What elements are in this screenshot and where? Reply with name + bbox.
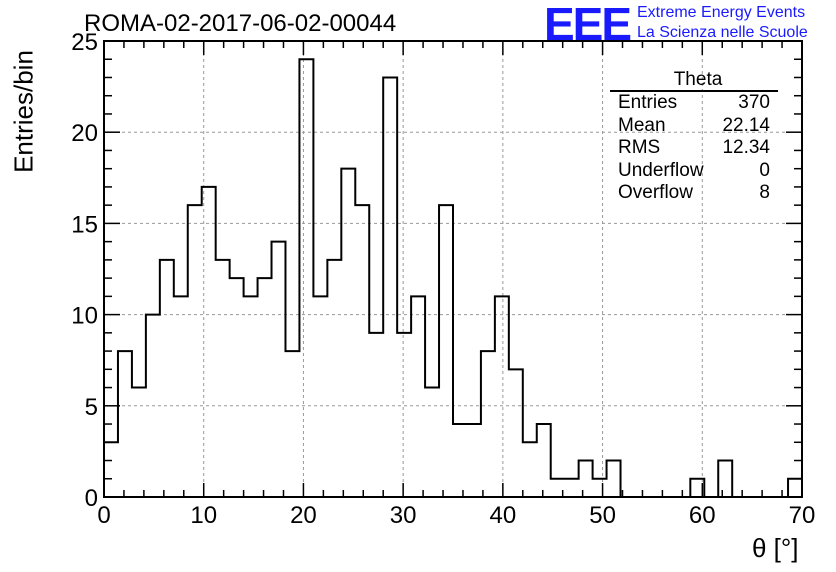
stats-value: 370 xyxy=(738,92,770,113)
stats-label: Mean xyxy=(618,114,666,136)
stats-label: RMS xyxy=(618,137,661,159)
histogram-bin xyxy=(258,278,272,497)
stats-row-mean: Mean 22.14 xyxy=(610,115,778,138)
histogram-bin xyxy=(299,59,313,497)
histogram-bin xyxy=(174,296,188,497)
histogram-bin xyxy=(411,296,425,497)
y-tick-label: 15 xyxy=(71,211,98,238)
histogram-bin xyxy=(188,205,202,497)
y-tick-label: 10 xyxy=(71,303,98,330)
histogram-bin xyxy=(313,296,327,497)
x-tick-label: 20 xyxy=(290,502,317,529)
stats-title: Theta xyxy=(610,70,778,92)
plot-frame xyxy=(103,40,803,498)
x-tick-label: 70 xyxy=(789,502,816,529)
histogram-bin xyxy=(285,351,299,497)
histogram-bin xyxy=(216,260,230,497)
histogram-bin xyxy=(132,388,146,497)
histogram-bin xyxy=(439,205,453,497)
histogram-bin xyxy=(272,242,286,497)
stats-label: Underflow xyxy=(618,159,704,181)
histogram-bin xyxy=(788,479,802,497)
x-tick-label: 40 xyxy=(490,502,517,529)
logo-line-2: La Scienza nelle Scuole xyxy=(637,24,808,41)
stats-label: Overflow xyxy=(618,182,693,204)
histogram-bin xyxy=(718,461,732,497)
x-tick-label: 60 xyxy=(689,502,716,529)
eee-logo: EEE xyxy=(544,0,632,50)
chart-title: ROMA-02-2017-06-02-00044 xyxy=(84,10,397,37)
histogram-bin xyxy=(579,461,593,497)
y-tick-label: 0 xyxy=(85,485,98,512)
histogram-bin xyxy=(230,278,244,497)
histogram-bin xyxy=(355,205,369,497)
histogram-bin xyxy=(327,260,341,497)
histogram-bin xyxy=(453,424,467,497)
stats-row-rms: RMS 12.34 xyxy=(610,137,778,160)
y-tick-label: 25 xyxy=(71,29,98,56)
axis-ticks xyxy=(103,40,803,498)
y-tick-label: 5 xyxy=(85,394,98,421)
x-tick-label: 30 xyxy=(390,502,417,529)
histogram-bin xyxy=(160,260,174,497)
histogram-bin xyxy=(425,388,439,497)
histogram-bin xyxy=(509,369,523,497)
histogram-bin xyxy=(481,351,495,497)
histogram-bin xyxy=(537,424,551,497)
histogram-bin xyxy=(495,296,509,497)
histogram-bin xyxy=(118,351,132,497)
histogram-bin xyxy=(104,442,118,497)
histogram-bin xyxy=(593,479,607,497)
x-tick-label: 10 xyxy=(190,502,217,529)
histogram-bin xyxy=(565,479,579,497)
stats-row-underflow: Underflow 0 xyxy=(610,160,778,183)
x-tick-label: 50 xyxy=(589,502,616,529)
stats-value: 12.34 xyxy=(722,137,770,159)
histogram-bin xyxy=(341,169,355,497)
histogram-bin xyxy=(467,424,481,497)
stats-value: 0 xyxy=(759,159,770,181)
x-tick-label: 0 xyxy=(97,502,110,529)
histogram-bin xyxy=(383,77,397,497)
plot-border xyxy=(103,40,803,498)
tick-labels: 0 10 20 30 40 50 60 70 0 5 10 15 20 25 xyxy=(71,29,815,529)
histogram-bin xyxy=(397,333,411,497)
logo-line-1: Extreme Energy Events xyxy=(637,4,806,21)
stats-box: Theta Entries 370 Mean 22.14 RMS 12.34 U… xyxy=(610,70,778,205)
histogram-bin xyxy=(244,296,258,497)
stats-row-overflow: Overflow 8 xyxy=(610,182,778,205)
stats-value: 8 xyxy=(759,182,770,204)
y-axis-title: Entries/bin xyxy=(8,50,39,173)
histogram-bin xyxy=(369,333,383,497)
histogram-bin xyxy=(607,461,621,497)
x-axis-title: θ [°] xyxy=(752,533,799,563)
stats-value: 22.14 xyxy=(722,114,770,136)
stats-label: Entries xyxy=(618,92,678,113)
stats-row-entries: Entries 370 xyxy=(610,92,778,115)
histogram-bin xyxy=(523,442,537,497)
y-tick-label: 20 xyxy=(71,120,98,147)
